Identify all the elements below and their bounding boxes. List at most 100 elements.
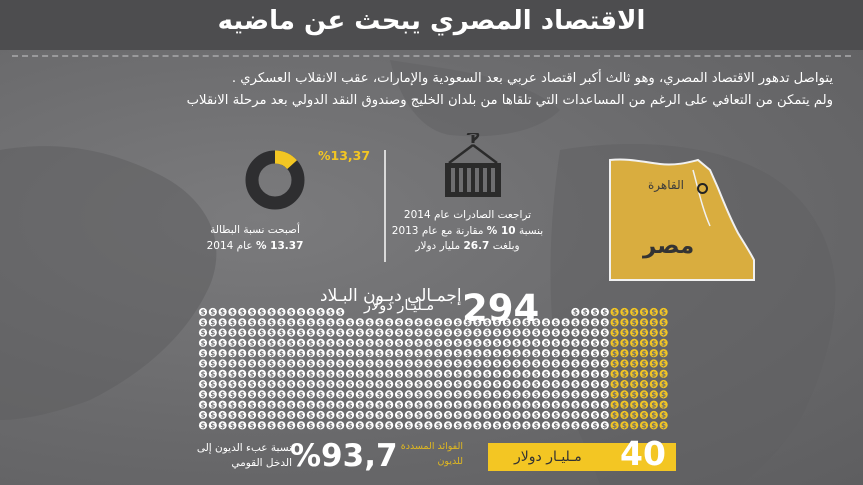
coin: $	[483, 359, 492, 368]
svg-text:$: $	[367, 391, 372, 399]
coin: $	[512, 369, 521, 378]
svg-text:$: $	[485, 422, 490, 430]
svg-text:$: $	[436, 329, 441, 337]
coin: $	[463, 349, 472, 358]
coin: $	[306, 318, 315, 327]
coin: $	[561, 328, 570, 337]
coin: $	[336, 359, 345, 368]
coin: $	[198, 318, 208, 327]
svg-text:$: $	[210, 422, 215, 430]
svg-text:$: $	[583, 350, 588, 358]
svg-text:$: $	[397, 340, 402, 348]
svg-text:$: $	[553, 329, 558, 337]
coin-interest: $	[630, 318, 639, 327]
svg-text:$: $	[475, 370, 480, 378]
svg-text:$: $	[377, 381, 382, 389]
coin: $	[532, 390, 541, 399]
coin: $	[512, 349, 521, 358]
coin-interest: $	[630, 421, 639, 430]
svg-text:$: $	[406, 401, 411, 409]
coin: $	[394, 338, 404, 348]
svg-text:$: $	[348, 319, 353, 327]
svg-text:$: $	[348, 412, 353, 420]
svg-text:$: $	[338, 391, 343, 399]
coin: $	[581, 390, 590, 399]
svg-text:$: $	[583, 340, 588, 348]
coin: $	[287, 338, 296, 348]
svg-text:$: $	[514, 422, 519, 430]
coin-interest: $	[639, 328, 649, 337]
coin: $	[571, 338, 580, 348]
coin: $	[522, 328, 531, 337]
svg-text:$: $	[318, 412, 323, 420]
coin-interest: $	[620, 359, 629, 368]
svg-text:$: $	[504, 412, 509, 420]
coin: $	[218, 400, 227, 409]
coin: $	[443, 359, 453, 368]
svg-text:$: $	[475, 412, 480, 420]
coin: $	[434, 318, 443, 327]
svg-text:$: $	[240, 412, 245, 420]
coin: $	[492, 328, 502, 337]
coin: $	[581, 318, 590, 327]
svg-text:$: $	[269, 401, 274, 409]
svg-text:$: $	[269, 350, 274, 358]
svg-text:$: $	[299, 319, 304, 327]
svg-text:$: $	[426, 319, 431, 327]
svg-text:$: $	[495, 422, 500, 430]
svg-text:$: $	[436, 340, 441, 348]
svg-text:$: $	[230, 340, 235, 348]
coin-interest: $	[639, 369, 649, 378]
svg-text:$: $	[210, 350, 215, 358]
svg-text:$: $	[250, 381, 255, 389]
svg-text:$: $	[563, 360, 568, 368]
svg-text:$: $	[299, 309, 304, 317]
coin: $	[277, 318, 286, 327]
egypt-map	[609, 158, 755, 281]
svg-text:$: $	[426, 329, 431, 337]
coin: $	[218, 359, 227, 368]
coin: $	[198, 307, 208, 317]
svg-text:$: $	[259, 370, 264, 378]
coin: $	[238, 390, 247, 399]
svg-text:$: $	[583, 412, 588, 420]
svg-text:$: $	[622, 381, 627, 389]
svg-text:$: $	[544, 360, 549, 368]
coin: $	[355, 338, 364, 348]
coin: $	[218, 307, 227, 317]
coin: $	[385, 421, 394, 430]
svg-text:$: $	[563, 319, 568, 327]
svg-text:$: $	[406, 350, 411, 358]
coin: $	[522, 380, 531, 389]
coin: $	[581, 359, 590, 368]
coin: $	[434, 380, 443, 389]
coin: $	[287, 318, 296, 327]
coin: $	[453, 390, 462, 399]
coin: $	[198, 410, 208, 420]
coin: $	[434, 421, 443, 430]
svg-text:$: $	[220, 370, 225, 378]
coin-interest: $	[610, 400, 619, 409]
svg-text:$: $	[406, 422, 411, 430]
coin: $	[551, 369, 560, 378]
coin-interest: $	[610, 307, 619, 317]
svg-text:$: $	[524, 401, 529, 409]
svg-text:$: $	[651, 350, 656, 358]
coin: $	[541, 390, 551, 399]
svg-text:$: $	[367, 370, 372, 378]
coin-interest: $	[620, 400, 629, 409]
coin-interest: $	[649, 359, 658, 368]
svg-text:$: $	[544, 319, 549, 327]
svg-text:$: $	[416, 319, 421, 327]
svg-text:$: $	[387, 340, 392, 348]
svg-text:$: $	[279, 381, 284, 389]
coin: $	[355, 328, 364, 337]
coin: $	[512, 338, 521, 348]
coin: $	[316, 338, 325, 348]
svg-text:$: $	[475, 422, 480, 430]
coin: $	[532, 369, 541, 378]
coin: $	[532, 400, 541, 409]
coin: $	[590, 400, 600, 409]
unemployment-line-2: 13.37 % عام 2014	[170, 238, 340, 254]
coin: $	[326, 400, 335, 409]
